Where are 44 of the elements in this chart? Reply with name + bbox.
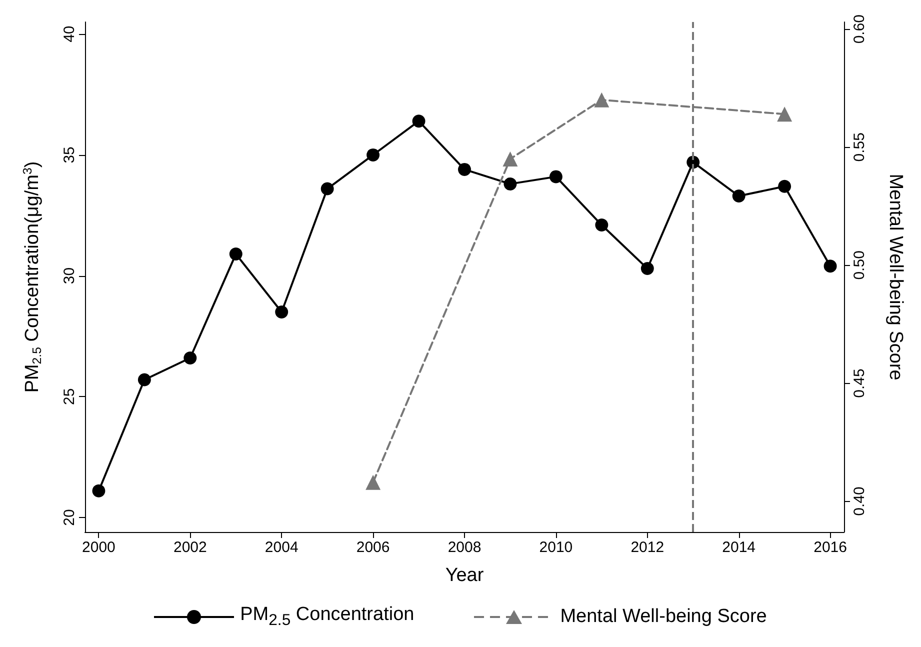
y2-tick-label: 0.45 <box>851 368 868 398</box>
y2-axis-title: Mental Well-being Score <box>885 174 906 380</box>
point <box>366 474 381 490</box>
x-tick-label: 2002 <box>173 539 207 556</box>
y2-tick-label: 0.40 <box>851 486 868 516</box>
point <box>732 190 746 203</box>
point <box>366 148 380 162</box>
y-axis-title: PM2.5 Concentration(μg/m3) <box>20 161 44 393</box>
x-tick-label: 2006 <box>356 539 390 556</box>
point <box>778 180 792 193</box>
point <box>502 151 518 166</box>
x-axis-title: Year <box>445 565 484 586</box>
point <box>184 351 197 364</box>
x-tick-label: 2008 <box>448 539 482 556</box>
y-tick-label: 35 <box>61 146 78 164</box>
point <box>92 484 106 498</box>
legend-label: PM$_{2.5}$ Concentration <box>240 604 414 630</box>
point <box>320 182 334 196</box>
point <box>138 373 151 386</box>
point <box>640 262 654 276</box>
legend-label: Mental Well-being Score <box>560 606 767 628</box>
x-tick-label: 2000 <box>82 539 116 556</box>
point <box>549 170 562 184</box>
x-tick-label: 2014 <box>722 539 756 556</box>
point <box>824 260 837 273</box>
y-tick-label: 20 <box>61 509 78 526</box>
point <box>595 218 608 232</box>
y-tick-label: 30 <box>61 267 78 284</box>
point <box>412 114 426 128</box>
x-tick-label: 2004 <box>264 539 298 556</box>
point <box>458 162 471 176</box>
point <box>504 177 517 190</box>
y2-tick-label: 0.55 <box>851 132 868 162</box>
x-tick-label: 2010 <box>539 539 573 556</box>
point <box>275 306 288 319</box>
point <box>229 248 242 261</box>
x-tick-label: 2012 <box>630 539 664 556</box>
point <box>777 106 792 122</box>
x-tick-label: 2016 <box>814 539 847 556</box>
point <box>594 92 610 108</box>
y-tick-label: 40 <box>61 26 78 42</box>
y-tick-label: 25 <box>61 388 78 405</box>
y2-tick-label: 0.50 <box>851 250 868 280</box>
y2-tick-label: 0.60 <box>851 14 868 44</box>
